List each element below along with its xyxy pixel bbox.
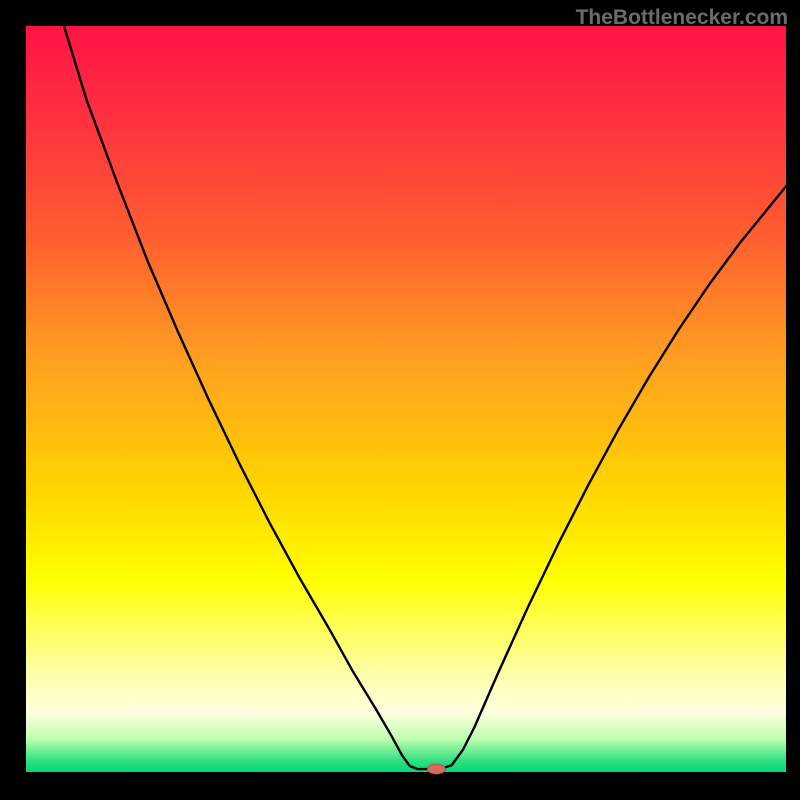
watermark-text: TheBottlenecker.com — [576, 6, 788, 30]
chart-container: TheBottlenecker.com — [0, 0, 800, 800]
optimum-marker — [427, 764, 445, 774]
plot-background — [26, 26, 786, 772]
plot-svg — [0, 0, 800, 800]
